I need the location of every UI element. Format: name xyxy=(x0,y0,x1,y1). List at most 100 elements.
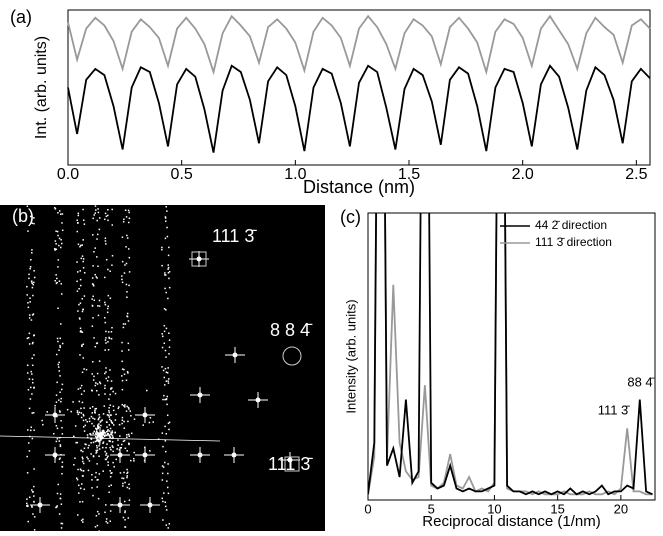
streak-dot xyxy=(56,277,58,280)
streak-dot xyxy=(79,245,81,248)
streak-dot xyxy=(123,272,126,274)
streak-dot xyxy=(31,373,33,375)
streak-dot xyxy=(109,446,111,449)
streak-dot xyxy=(79,278,82,281)
streak-dot xyxy=(125,246,127,248)
speckle xyxy=(82,413,85,416)
speckle xyxy=(130,432,133,435)
streak-dot xyxy=(121,477,123,479)
streak-dot xyxy=(55,230,57,232)
streak-dot xyxy=(163,330,166,333)
streak-dot xyxy=(108,407,110,409)
streak-dot xyxy=(92,360,94,363)
streak-dot xyxy=(121,278,123,281)
streak-dot xyxy=(54,240,57,242)
streak-dot xyxy=(31,364,34,367)
speckle xyxy=(91,422,93,425)
streak-dot xyxy=(55,506,58,508)
streak-dot xyxy=(107,268,109,271)
streak-dot xyxy=(110,331,113,333)
streak-dot xyxy=(126,312,129,315)
streak-dot xyxy=(121,379,124,382)
streak-dot xyxy=(82,357,85,359)
streak-dot xyxy=(58,370,60,372)
speckle xyxy=(88,460,91,462)
streak-dot xyxy=(162,500,164,503)
speckle xyxy=(98,443,101,445)
streak-dot xyxy=(161,432,164,434)
streak-dot xyxy=(58,349,60,351)
speckle xyxy=(111,441,114,443)
speckle xyxy=(102,413,105,415)
streak-dot xyxy=(83,368,85,370)
streak-dot xyxy=(123,373,126,376)
streak-dot xyxy=(95,209,97,211)
speckle xyxy=(133,460,135,462)
streak-dot xyxy=(81,310,84,313)
streak-dot xyxy=(164,450,167,453)
streak-dot xyxy=(55,425,58,427)
streak-dot xyxy=(59,444,62,446)
streak-dot xyxy=(82,239,84,241)
streak-dot xyxy=(104,450,106,453)
speckle xyxy=(106,443,108,445)
streak-dot xyxy=(98,394,100,396)
streak-dot xyxy=(55,248,58,251)
streak-dot xyxy=(79,244,82,247)
speckle xyxy=(102,431,104,434)
streak-dot xyxy=(83,390,86,392)
streak-dot xyxy=(98,217,101,219)
streak-dot xyxy=(98,381,101,383)
streak-dot xyxy=(27,230,29,232)
streak-dot xyxy=(166,480,168,482)
streak-dot xyxy=(163,324,166,327)
streak-dot xyxy=(124,481,126,484)
speckle xyxy=(133,457,135,460)
streak-dot xyxy=(167,297,169,300)
streak-dot xyxy=(77,388,80,390)
streak-dot xyxy=(128,256,131,259)
streak-dot xyxy=(78,400,81,403)
streak-dot xyxy=(109,475,112,478)
streak-dot xyxy=(124,519,126,521)
speckle xyxy=(70,410,72,413)
streak-dot xyxy=(104,393,106,395)
streak-dot xyxy=(82,450,84,453)
streak-dot xyxy=(109,393,111,396)
streak-dot xyxy=(91,277,94,279)
plot-frame xyxy=(367,212,656,501)
streak-dot xyxy=(98,228,101,231)
streak-dot xyxy=(26,455,28,458)
streak-dot xyxy=(164,272,166,274)
streak-dot xyxy=(126,475,128,477)
streak-dot xyxy=(28,317,31,319)
streak-dot xyxy=(128,271,131,273)
y-axis-label: Intensity (arb. units) xyxy=(343,299,358,413)
streak-dot xyxy=(161,472,164,475)
streak-dot xyxy=(58,361,60,364)
streak-dot xyxy=(167,527,169,529)
streak-dot xyxy=(82,462,85,465)
streak-dot xyxy=(127,420,129,423)
streak-dot xyxy=(79,354,81,356)
streak-dot xyxy=(104,276,106,279)
streak-dot xyxy=(61,229,64,232)
streak-dot xyxy=(28,332,31,335)
streak-dot xyxy=(111,264,113,266)
streak-dot xyxy=(78,303,80,306)
streak-dot xyxy=(123,500,126,503)
series-line xyxy=(67,14,651,76)
streak-dot xyxy=(110,484,112,486)
streak-dot xyxy=(111,326,113,329)
image-background xyxy=(0,205,325,531)
streak-dot xyxy=(168,246,170,249)
speckle xyxy=(128,487,131,490)
streak-dot xyxy=(163,376,166,379)
speckle xyxy=(96,424,99,426)
speckle xyxy=(108,440,111,442)
streak-dot xyxy=(109,369,111,371)
panel-label: (c) xyxy=(340,207,361,227)
streak-dot xyxy=(165,509,168,511)
speckle xyxy=(90,453,92,455)
